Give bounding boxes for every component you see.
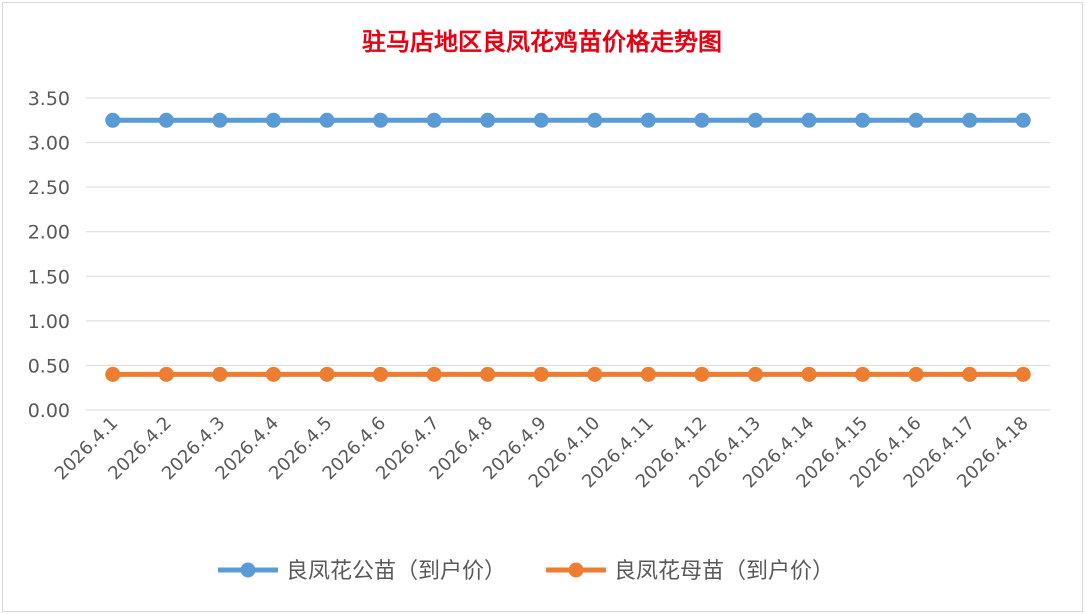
- data-point: [533, 112, 549, 128]
- legend-marker: [240, 562, 256, 578]
- data-point: [265, 112, 281, 128]
- data-point: [962, 366, 978, 382]
- data-point: [801, 112, 817, 128]
- data-point: [319, 366, 335, 382]
- data-point: [855, 112, 871, 128]
- data-point: [212, 366, 228, 382]
- legend-marker: [568, 562, 584, 578]
- data-point: [694, 112, 710, 128]
- data-point: [694, 366, 710, 382]
- data-point: [212, 112, 228, 128]
- data-point: [533, 366, 549, 382]
- y-tick-label: 3.00: [28, 133, 70, 155]
- data-point: [158, 366, 174, 382]
- data-point: [480, 112, 496, 128]
- data-point: [1015, 366, 1031, 382]
- y-tick-label: 3.50: [28, 88, 70, 110]
- data-point: [105, 112, 121, 128]
- y-tick-label: 2.50: [28, 177, 70, 199]
- y-tick-label: 0.00: [28, 400, 70, 422]
- data-point: [640, 366, 656, 382]
- data-point: [105, 366, 121, 382]
- data-point: [747, 112, 763, 128]
- y-tick-label: 2.00: [28, 222, 70, 244]
- legend-label: 良凤花母苗（到户价）: [614, 559, 834, 584]
- data-point: [587, 366, 603, 382]
- grid-lines: [86, 97, 1050, 411]
- data-point: [426, 366, 442, 382]
- data-point: [962, 112, 978, 128]
- data-point: [855, 366, 871, 382]
- data-point: [373, 112, 389, 128]
- y-tick-label: 0.50: [28, 355, 70, 377]
- data-point: [158, 112, 174, 128]
- data-point: [908, 366, 924, 382]
- y-tick-label: 1.00: [28, 311, 70, 333]
- y-tick-label: 1.50: [28, 266, 70, 288]
- data-point: [801, 366, 817, 382]
- data-point: [747, 366, 763, 382]
- data-point: [373, 366, 389, 382]
- data-point: [480, 366, 496, 382]
- data-point: [908, 112, 924, 128]
- data-point: [426, 112, 442, 128]
- data-point: [319, 112, 335, 128]
- chart-title: 驻马店地区良凤花鸡苗价格走势图: [362, 27, 722, 56]
- y-axis-ticks: 0.00 0.50 1.00 1.50 2.00 2.50 3.00 3.50: [28, 88, 70, 422]
- data-point: [265, 366, 281, 382]
- data-point: [640, 112, 656, 128]
- legend: 良凤花公苗（到户价） 良凤花母苗（到户价）: [218, 559, 834, 584]
- x-axis-ticks: 2026.4.12026.4.22026.4.32026.4.42026.4.5…: [51, 413, 1033, 493]
- data-point: [587, 112, 603, 128]
- data-point: [1015, 112, 1031, 128]
- series-layer: [105, 112, 1031, 382]
- legend-label: 良凤花公苗（到户价）: [286, 559, 506, 584]
